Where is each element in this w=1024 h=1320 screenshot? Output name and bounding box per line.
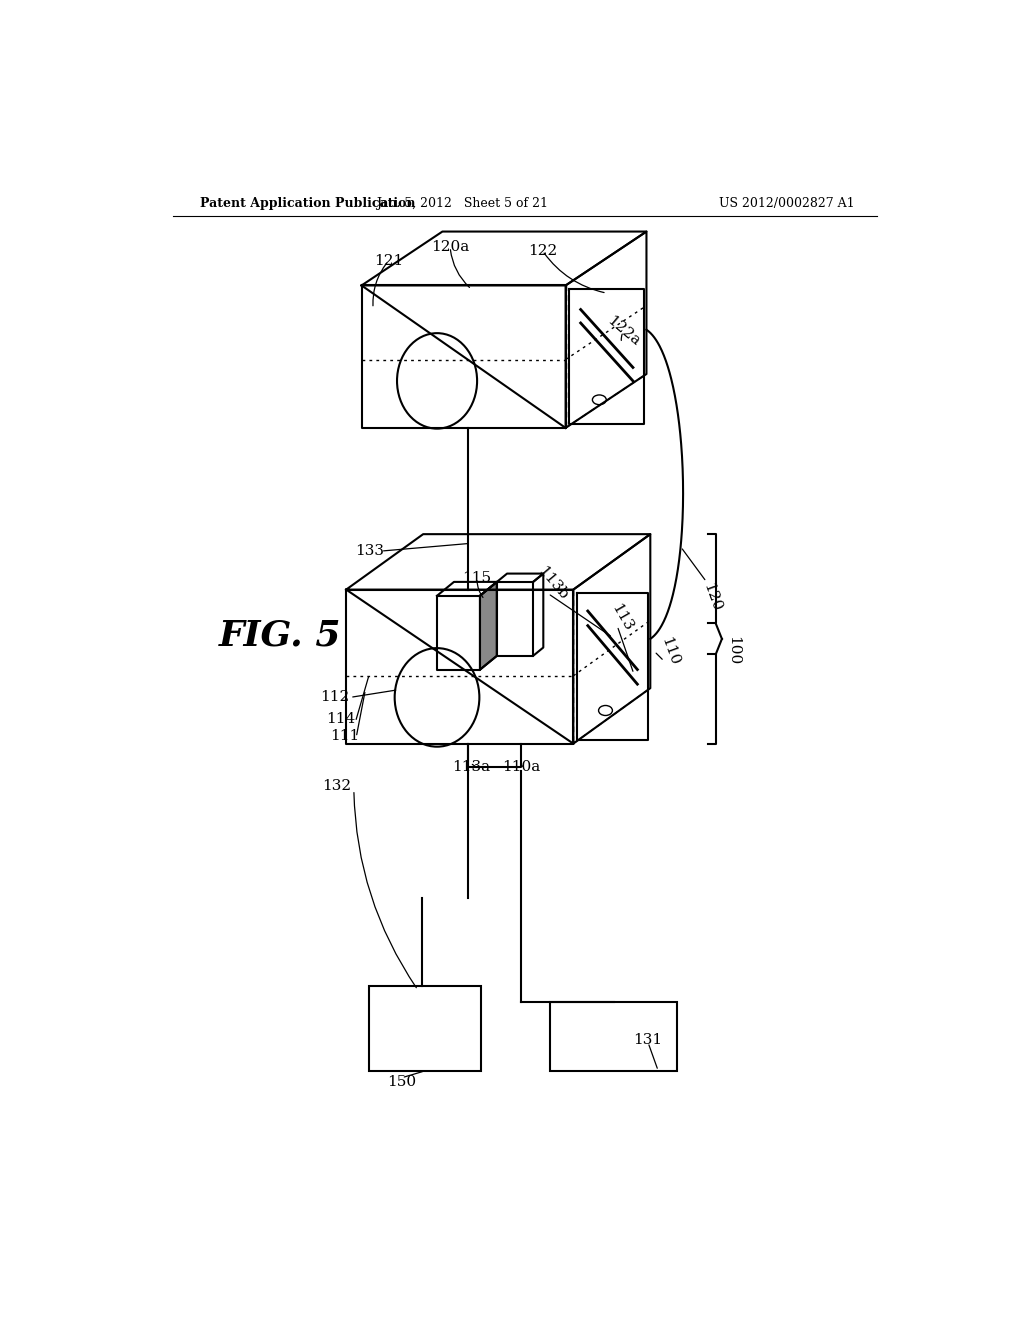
Text: 113a: 113a	[452, 760, 489, 774]
Text: 120a: 120a	[431, 240, 469, 253]
Text: FIG. 5: FIG. 5	[219, 619, 342, 653]
Text: 110a: 110a	[502, 760, 540, 774]
Text: 114: 114	[327, 711, 355, 726]
Text: 112: 112	[319, 690, 349, 705]
Text: 110: 110	[658, 635, 681, 668]
Text: 111: 111	[330, 729, 359, 743]
Text: 131: 131	[634, 1034, 663, 1047]
Text: 150: 150	[387, 1076, 416, 1089]
Text: Patent Application Publication: Patent Application Publication	[200, 197, 416, 210]
Bar	[550, 1002, 677, 1071]
Text: 133: 133	[354, 544, 384, 558]
Text: US 2012/0002827 A1: US 2012/0002827 A1	[719, 197, 854, 210]
Text: 121: 121	[374, 253, 403, 268]
Polygon shape	[480, 582, 497, 669]
Text: Jan. 5, 2012   Sheet 5 of 21: Jan. 5, 2012 Sheet 5 of 21	[376, 197, 548, 210]
Text: 120: 120	[700, 581, 724, 614]
Bar	[370, 986, 481, 1071]
Text: 113b: 113b	[535, 564, 570, 603]
Text: 113: 113	[608, 602, 635, 634]
Text: 132: 132	[323, 779, 351, 793]
Text: 122a: 122a	[604, 314, 642, 350]
Text: 100: 100	[726, 636, 739, 665]
Text: 122: 122	[528, 244, 557, 257]
Text: 115: 115	[463, 572, 492, 585]
